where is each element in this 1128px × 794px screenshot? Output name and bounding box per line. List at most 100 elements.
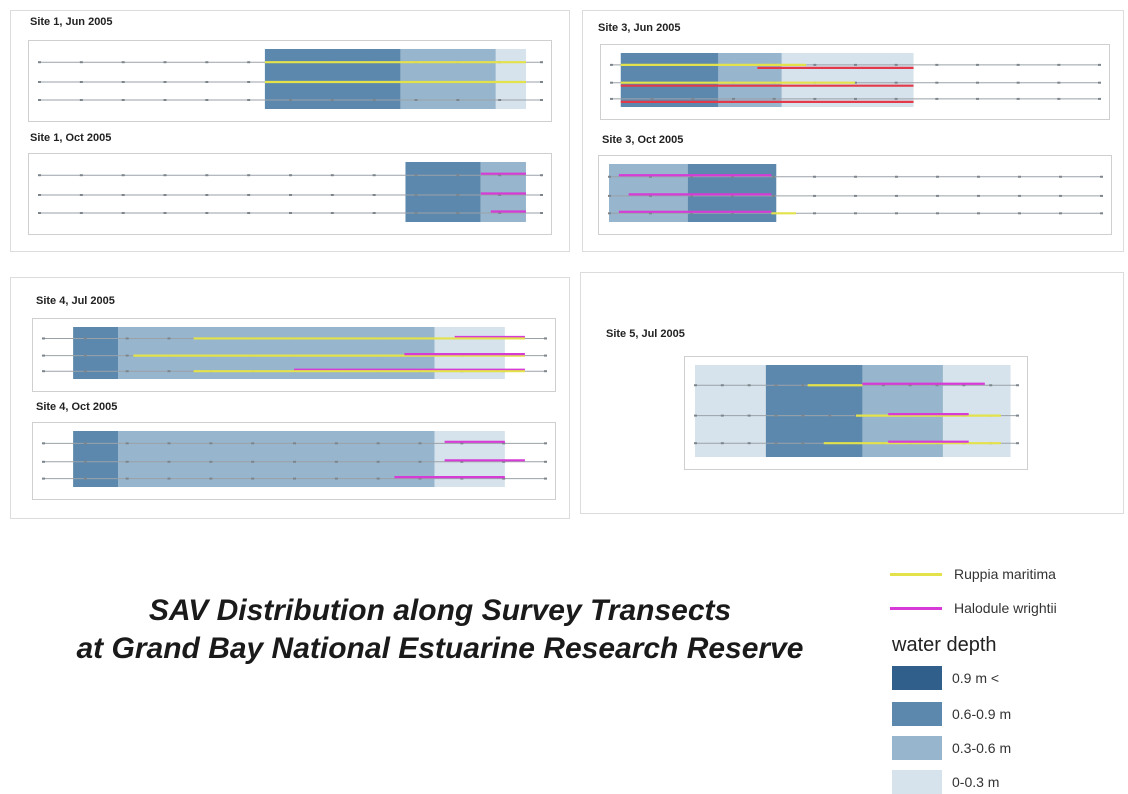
survey-point [772, 194, 775, 197]
survey-point [502, 442, 506, 445]
survey-point [83, 370, 87, 373]
survey-point [1100, 212, 1103, 215]
site-1-oct-title: Site 1, Oct 2005 [30, 132, 112, 144]
depth-block [620, 53, 719, 107]
survey-point [289, 99, 292, 101]
legend-label-0-0-3: 0-0.3 m [952, 774, 1000, 790]
survey-point [163, 81, 167, 83]
survey-point [935, 97, 939, 100]
survey-point [460, 477, 464, 480]
survey-point [854, 175, 857, 178]
survey-point [209, 460, 213, 463]
survey-point [608, 175, 611, 178]
survey-point [1057, 63, 1061, 66]
legend-depth-1: 0.6-0.9 m [892, 702, 1011, 726]
survey-point [854, 81, 857, 84]
survey-point [935, 63, 939, 66]
survey-point [610, 81, 613, 84]
legend-label-ruppia: Ruppia maritima [954, 566, 1056, 582]
depth-block [73, 327, 119, 379]
survey-point [854, 194, 857, 197]
legend-label-halodule: Halodule wrightii [954, 600, 1057, 616]
survey-point [498, 194, 502, 196]
survey-point [372, 174, 376, 177]
survey-point [731, 175, 734, 178]
survey-point [121, 194, 125, 196]
survey-point [608, 212, 611, 215]
survey-point [418, 460, 422, 463]
survey-point [649, 194, 652, 197]
survey-point [774, 414, 778, 417]
survey-point [79, 61, 83, 64]
survey-point [1018, 212, 1021, 215]
survey-point [38, 194, 41, 196]
survey-point [977, 212, 980, 215]
survey-point [694, 414, 697, 417]
survey-point [289, 212, 292, 214]
depth-block [695, 365, 766, 457]
survey-point [976, 63, 979, 66]
survey-point [881, 384, 885, 387]
survey-point [376, 460, 380, 463]
survey-point [38, 61, 41, 64]
survey-point [167, 337, 171, 340]
legend-swatch-0-3-0-6 [892, 736, 942, 760]
survey-point [610, 97, 613, 100]
survey-point [801, 414, 805, 417]
survey-point [1016, 384, 1019, 387]
survey-point [376, 477, 380, 480]
survey-point [372, 194, 376, 196]
survey-point [376, 442, 380, 445]
survey-point [936, 194, 939, 197]
survey-point [1100, 194, 1103, 197]
survey-point [251, 442, 255, 445]
survey-point [247, 194, 251, 196]
transect-svg [610, 53, 1101, 107]
legend-line-ruppia [890, 572, 942, 576]
survey-point [83, 460, 87, 463]
survey-point [544, 337, 547, 340]
survey-point [650, 97, 654, 100]
transect-plot-site-5-jul [684, 356, 1028, 470]
survey-point [163, 174, 167, 177]
survey-point [694, 442, 697, 445]
survey-point [83, 354, 87, 357]
survey-point [720, 414, 724, 417]
survey-point [1059, 212, 1062, 215]
transect-svg [694, 365, 1019, 457]
survey-point [163, 61, 167, 64]
survey-point [418, 477, 422, 480]
survey-point [690, 194, 693, 197]
survey-point [813, 97, 817, 100]
survey-point [125, 442, 129, 445]
survey-point [540, 212, 543, 214]
survey-point [121, 212, 125, 214]
site-4-oct-title: Site 4, Oct 2005 [36, 401, 118, 413]
survey-point [540, 61, 543, 64]
survey-point [894, 63, 898, 66]
survey-point [247, 99, 251, 101]
legend-depth-2: 0.3-0.6 m [892, 736, 1011, 760]
survey-point [908, 384, 912, 387]
survey-point [936, 175, 939, 178]
survey-point [330, 174, 334, 177]
survey-point [334, 442, 338, 445]
survey-point [540, 81, 543, 83]
survey-point [608, 194, 611, 197]
survey-point [772, 97, 776, 100]
survey-point [732, 97, 735, 100]
survey-point [38, 212, 41, 214]
survey-point [125, 460, 129, 463]
transect-svg [42, 431, 547, 487]
survey-point [774, 442, 778, 445]
survey-point [38, 174, 41, 177]
survey-point [774, 384, 778, 387]
survey-point [813, 212, 816, 215]
survey-point [1098, 81, 1101, 84]
survey-point [1098, 63, 1101, 66]
survey-point [83, 477, 87, 480]
transect-plot-site-4-oct [32, 422, 556, 500]
survey-point [205, 81, 209, 83]
survey-point [540, 174, 543, 177]
survey-point [540, 194, 543, 196]
